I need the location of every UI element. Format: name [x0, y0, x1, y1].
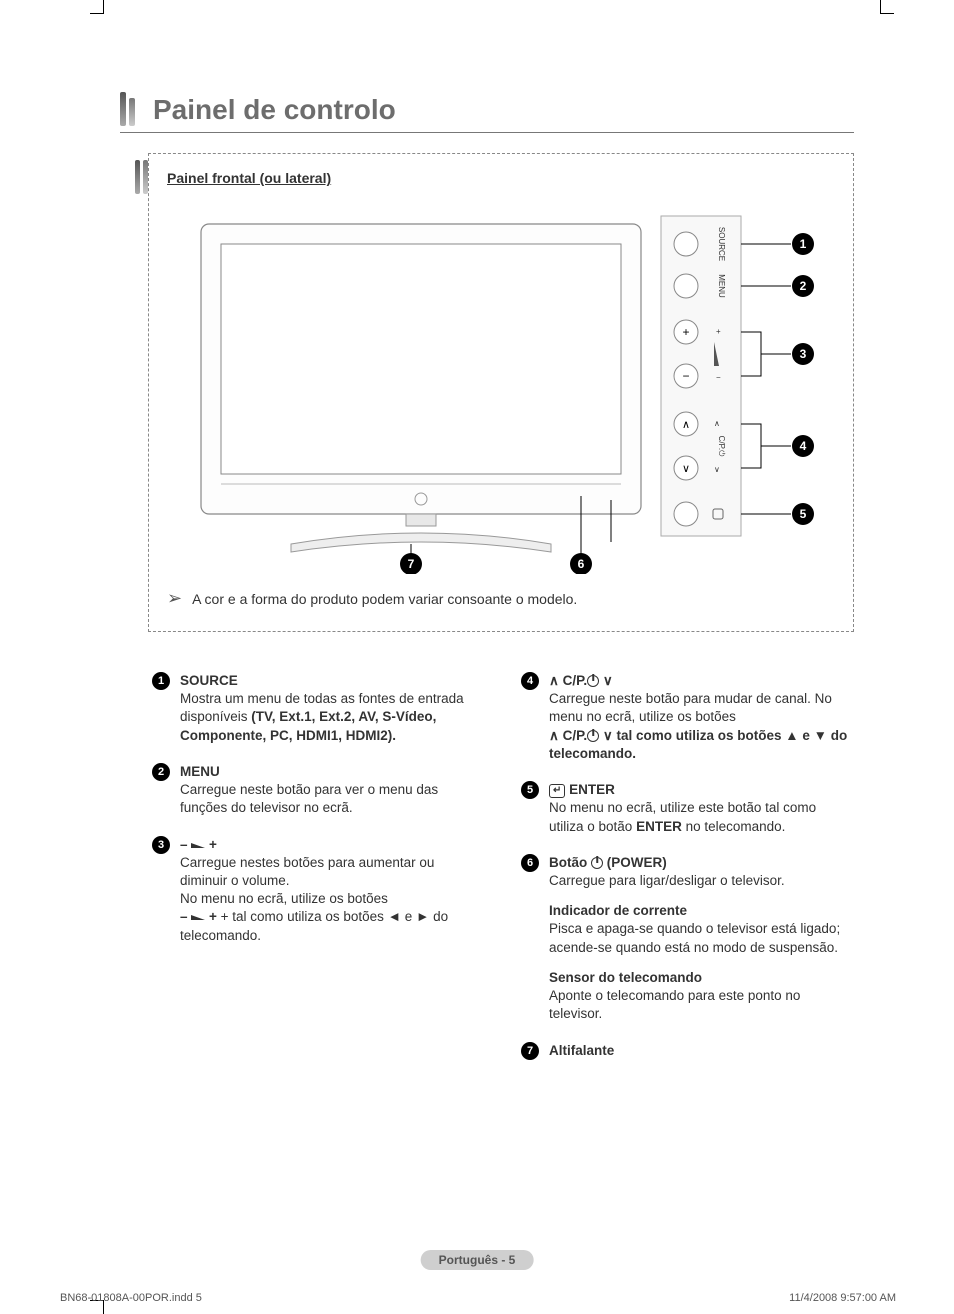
callout-4: 4 — [792, 435, 814, 457]
svg-text:5: 5 — [800, 507, 807, 521]
left-column: 1 SOURCE Mostra um menu de todas as font… — [152, 672, 485, 1078]
page-title: Painel de controlo — [153, 94, 396, 126]
num-1: 1 — [152, 672, 170, 690]
svg-text:1: 1 — [800, 237, 807, 251]
sub2-body: Aponte o telecomando para este ponto no … — [549, 987, 854, 1023]
svg-text:4: 4 — [800, 439, 807, 453]
callout-6: 6 — [570, 553, 592, 574]
num-2: 2 — [152, 763, 170, 781]
svg-text:+: + — [716, 327, 721, 336]
svg-text:3: 3 — [800, 347, 807, 361]
item-title-menu: MENU — [180, 763, 485, 781]
item-channel: 4 ∧ C/P. ∨ Carregue neste botão para mud… — [521, 672, 854, 763]
note-arrow-icon: ➢ — [167, 588, 182, 609]
bold-inline: ENTER — [636, 819, 682, 834]
note-text: A cor e a forma do produto podem variar … — [192, 591, 577, 607]
num-5: 5 — [521, 781, 539, 799]
num-7: 7 — [521, 1042, 539, 1060]
callout-1: 1 — [792, 233, 814, 255]
num-4: 4 — [521, 672, 539, 690]
callout-5: 5 — [792, 503, 814, 525]
item-volume: 3 – + Carregue nestes botões para aument… — [152, 836, 485, 945]
label-menu: MENU — [717, 274, 726, 298]
item-title-power: Botão (POWER) — [549, 854, 854, 872]
crop-mark-tr — [880, 0, 894, 14]
label-cp: C/P.⏻ — [717, 436, 726, 458]
sub1-title: Indicador de corrente — [549, 902, 854, 920]
num-6: 6 — [521, 854, 539, 872]
side-tab-icon — [135, 160, 148, 194]
item-title-volume: – + — [180, 836, 485, 854]
callout-2: 2 — [792, 275, 814, 297]
svg-text:∧: ∧ — [714, 419, 720, 428]
item-body2: ∧ C/P. ∨ tal como utiliza os botões ▲ e … — [549, 727, 854, 763]
title-bars-icon — [120, 90, 135, 126]
sub2-title: Sensor do telecomando — [549, 969, 854, 987]
item-body2: No menu no ecrã, utilize os botões — [180, 890, 485, 908]
item-body: Carregue nestes botões para aumentar ou … — [180, 854, 485, 890]
label-source: SOURCE — [717, 227, 726, 261]
item-title-enter: ↵ ENTER — [549, 781, 854, 799]
item-body: Carregue neste botão para mudar de canal… — [549, 690, 854, 726]
item-menu: 2 MENU Carregue neste botão para ver o m… — [152, 763, 485, 818]
svg-text:∨: ∨ — [682, 463, 690, 475]
item-title-speaker: Altifalante — [549, 1042, 854, 1060]
item-title-source: SOURCE — [180, 672, 485, 690]
svg-text:+: + — [682, 325, 689, 339]
callout-7: 7 — [400, 553, 422, 574]
svg-text:−: − — [716, 373, 721, 382]
svg-text:2: 2 — [800, 279, 807, 293]
note-row: ➢ A cor e a forma do produto podem varia… — [167, 588, 835, 609]
power-icon — [587, 675, 599, 687]
item-tail: no telecomando. — [682, 819, 786, 834]
crop-mark-tl — [90, 0, 104, 14]
panel-box: Painel frontal (ou lateral) + − ∧ — [148, 153, 854, 632]
title-row: Painel de controlo — [120, 90, 854, 133]
tv-diagram: + − ∧ ∨ SOURCE MENU + − C/P.⏻ ∧ ∨ — [167, 204, 835, 574]
svg-text:−: − — [682, 369, 689, 383]
svg-text:∨: ∨ — [714, 465, 720, 474]
description-columns: 1 SOURCE Mostra um menu de todas as font… — [152, 672, 854, 1078]
num-3: 3 — [152, 836, 170, 854]
page-number-pill: Português - 5 — [421, 1250, 534, 1270]
power-icon — [591, 857, 603, 869]
print-metadata: BN68-01808A-00POR.indd 5 11/4/2008 9:57:… — [60, 1292, 896, 1304]
print-file: BN68-01808A-00POR.indd 5 — [60, 1292, 202, 1304]
item-speaker: 7 Altifalante — [521, 1042, 854, 1060]
item-power: 6 Botão (POWER) Carregue para ligar/desl… — [521, 854, 854, 1024]
svg-text:6: 6 — [578, 557, 585, 571]
enter-icon: ↵ — [549, 784, 565, 798]
item-body3: – + + tal como utiliza os botões ◄ e ► d… — [180, 908, 485, 944]
volume-icon — [191, 915, 205, 920]
item-body: Carregue para ligar/desligar o televisor… — [549, 872, 854, 890]
item-enter: 5 ↵ ENTER No menu no ecrã, utilize este … — [521, 781, 854, 836]
item-body: Carregue neste botão para ver o menu das… — [180, 782, 438, 815]
item-title-channel: ∧ C/P. ∨ — [549, 672, 854, 690]
panel-subheading: Painel frontal (ou lateral) — [167, 170, 835, 186]
svg-text:∧: ∧ — [682, 419, 690, 431]
sub1-body: Pisca e apaga-se quando o televisor está… — [549, 920, 854, 956]
item-source: 1 SOURCE Mostra um menu de todas as font… — [152, 672, 485, 745]
svg-text:7: 7 — [408, 557, 415, 571]
callout-3: 3 — [792, 343, 814, 365]
page-content: Painel de controlo Painel frontal (ou la… — [120, 90, 854, 1244]
power-icon — [587, 730, 599, 742]
print-time: 11/4/2008 9:57:00 AM — [789, 1292, 896, 1304]
right-column: 4 ∧ C/P. ∨ Carregue neste botão para mud… — [521, 672, 854, 1078]
volume-icon — [191, 843, 205, 848]
